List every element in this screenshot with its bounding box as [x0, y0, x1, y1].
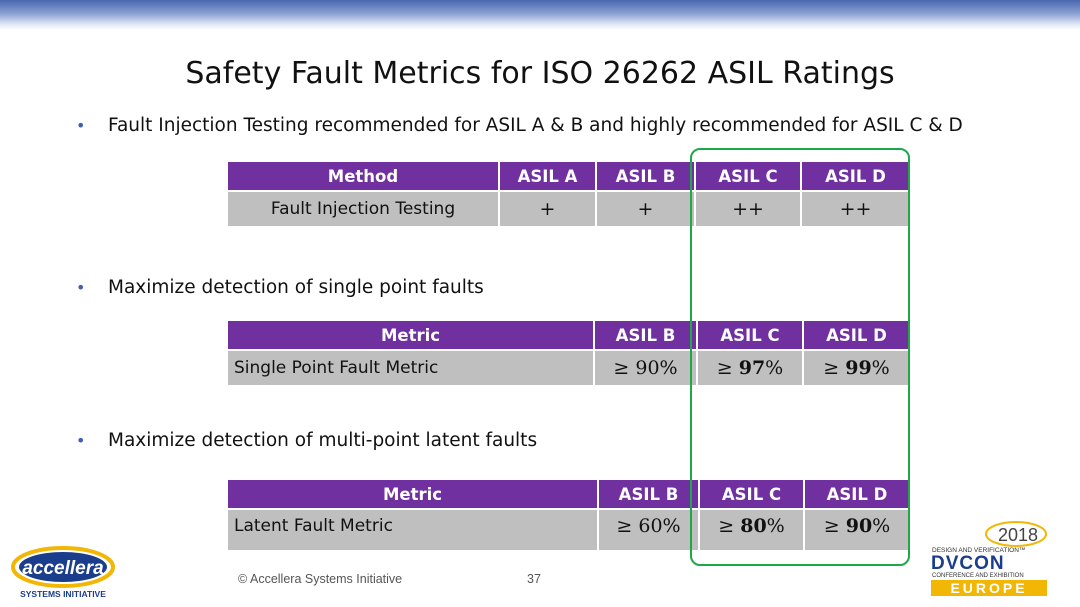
metric-cell: ≥ 99% [802, 349, 911, 387]
header-cell: ASIL B [595, 160, 696, 192]
cmp-symbol: ≥ [823, 515, 840, 537]
bullet-dot-icon: • [76, 116, 86, 135]
metric-cell: ≥ 90% [803, 508, 911, 552]
metric-value: 97 [738, 357, 766, 379]
header-cell: ASIL C [696, 319, 804, 351]
unit: % [871, 357, 890, 379]
row-label: Fault Injection Testing [226, 190, 500, 228]
row-label: Single Point Fault Metric [226, 349, 595, 387]
accellera-logo-icon: accellera SYSTEMS INITIATIVE [11, 546, 115, 599]
asil-cd-highlight-box [690, 148, 910, 566]
bullet-item-1: • Fault Injection Testing recommended for… [76, 115, 963, 136]
cmp-symbol: ≥ [616, 515, 633, 537]
cmp-symbol: ≥ [716, 357, 733, 379]
dvcon-tagline: DESIGN AND VERIFICATION™ [932, 547, 1025, 554]
dvcon-subtitle: CONFERENCE AND EXHIBITION [932, 573, 1024, 579]
table-row: Fault Injection Testing + + ++ ++ [226, 190, 911, 228]
header-cell: ASIL B [593, 319, 698, 351]
bullet-text-2: Maximize detection of single point fault… [108, 277, 484, 298]
header-cell: ASIL B [597, 478, 700, 510]
metric-value: 99 [845, 357, 872, 379]
dvcon-europe-logo: 2018 DESIGN AND VERIFICATION™ DVCON CONF… [930, 520, 1052, 598]
unit: % [766, 515, 785, 537]
dvcon-year: 2018 [998, 525, 1038, 545]
cmp-symbol: ≥ [718, 515, 735, 537]
unit: % [659, 357, 678, 379]
table-header-row: Method ASIL A ASIL B ASIL C ASIL D [226, 160, 911, 192]
header-cell: ASIL A [498, 160, 597, 192]
table-header-row: Metric ASIL B ASIL C ASIL D [226, 319, 911, 351]
header-cell: Metric [226, 319, 595, 351]
unit: % [872, 515, 891, 537]
copyright-text: © Accellera Systems Initiative [238, 572, 403, 586]
rating-cell: ++ [694, 190, 802, 228]
metric-value: 90 [845, 515, 873, 537]
table-header-row: Metric ASIL B ASIL C ASIL D [226, 478, 911, 510]
metric-cell: ≥ 97% [696, 349, 804, 387]
bullet-dot-icon: • [76, 431, 86, 450]
metric-value: 90 [635, 357, 660, 379]
bullet-item-2: • Maximize detection of single point faul… [76, 277, 484, 298]
rating-cell: + [595, 190, 696, 228]
unit: % [662, 515, 681, 537]
accellera-subtitle: SYSTEMS INITIATIVE [20, 589, 106, 599]
unit: % [765, 357, 784, 379]
metric-value: 80 [740, 515, 767, 537]
dvcon-region: EUROPE [950, 580, 1027, 596]
bullet-text-1: Fault Injection Testing recommended for … [108, 115, 963, 136]
header-cell: ASIL D [803, 478, 911, 510]
single-point-table: Metric ASIL B ASIL C ASIL D Single Point… [226, 319, 911, 387]
header-cell: ASIL C [698, 478, 805, 510]
slide-title: Safety Fault Metrics for ISO 26262 ASIL … [185, 56, 895, 91]
header-cell: ASIL C [694, 160, 802, 192]
dvcon-logo-icon: 2018 DESIGN AND VERIFICATION™ DVCON CONF… [931, 521, 1047, 596]
metric-cell: ≥ 90% [593, 349, 698, 387]
method-table: Method ASIL A ASIL B ASIL C ASIL D Fault… [226, 160, 911, 228]
cmp-symbol: ≥ [613, 357, 630, 379]
header-cell: Method [226, 160, 500, 192]
rating-cell: + [498, 190, 597, 228]
accellera-wordmark: accellera [22, 558, 104, 579]
dvcon-wordmark: DVCON [931, 553, 1005, 574]
rating-cell: ++ [800, 190, 911, 228]
accellera-logo: accellera SYSTEMS INITIATIVE [10, 545, 120, 601]
latent-fault-table: Metric ASIL B ASIL C ASIL D Latent Fault… [226, 478, 911, 552]
header-cell: ASIL D [800, 160, 911, 192]
bullet-item-3: • Maximize detection of multi-point laten… [76, 430, 537, 451]
cmp-symbol: ≥ [823, 357, 840, 379]
header-cell: Metric [226, 478, 599, 510]
page-number: 37 [527, 572, 541, 586]
metric-value: 60 [638, 515, 663, 537]
metric-cell: ≥ 80% [698, 508, 805, 552]
table-row: Latent Fault Metric ≥ 60% ≥ 80% ≥ 90% [226, 508, 911, 552]
header-cell: ASIL D [802, 319, 911, 351]
bullet-dot-icon: • [76, 278, 86, 297]
bullet-text-3: Maximize detection of multi-point latent… [108, 430, 538, 451]
table-row: Single Point Fault Metric ≥ 90% ≥ 97% ≥ … [226, 349, 911, 387]
row-label: Latent Fault Metric [226, 508, 599, 552]
metric-cell: ≥ 60% [597, 508, 700, 552]
top-gradient-bar [0, 0, 1080, 30]
